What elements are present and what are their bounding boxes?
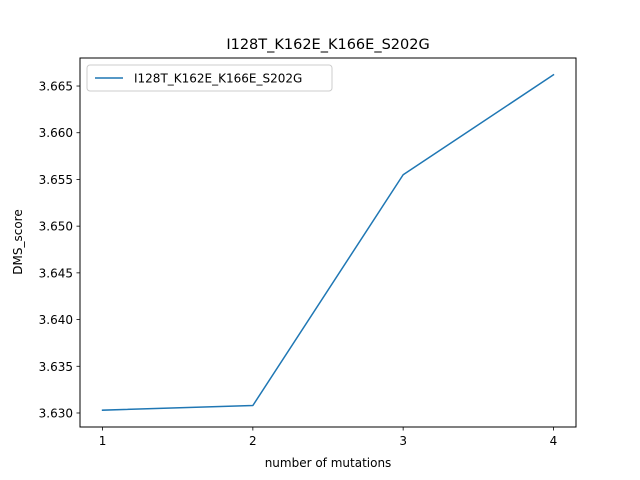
x-tick-label: 3 xyxy=(399,434,407,448)
legend-label: I128T_K162E_K166E_S202G xyxy=(134,72,302,86)
y-tick-label: 3.645 xyxy=(39,266,73,280)
y-axis-label: DMS_score xyxy=(11,209,25,274)
y-tick-label: 3.665 xyxy=(39,80,73,94)
series-layer xyxy=(101,73,555,411)
y-tick-label: 3.650 xyxy=(39,220,73,234)
y-tick-label: 3.630 xyxy=(39,406,73,420)
legend-box xyxy=(86,64,333,92)
y-tick-label: 3.660 xyxy=(39,126,73,140)
x-axis-ticks: 1 2 3 4 xyxy=(99,427,558,448)
y-tick-label: 3.635 xyxy=(39,360,73,374)
y-tick-label: 3.640 xyxy=(39,313,73,327)
x-axis-label: number of mutations xyxy=(265,456,392,470)
plot-area-frame xyxy=(79,57,577,428)
x-tick-label: 2 xyxy=(249,434,257,448)
series-line xyxy=(101,73,555,411)
x-tick-label: 4 xyxy=(550,434,558,448)
y-tick-label: 3.655 xyxy=(39,173,73,187)
y-axis-ticks: 3.630 3.635 3.640 3.645 3.650 3.655 3.660 3.665 xyxy=(39,80,80,420)
legend: I128T_K162E_K166E_S202G xyxy=(86,64,333,92)
x-tick-label: 1 xyxy=(99,434,107,448)
chart-title: I128T_K162E_K166E_S202G xyxy=(226,37,429,53)
